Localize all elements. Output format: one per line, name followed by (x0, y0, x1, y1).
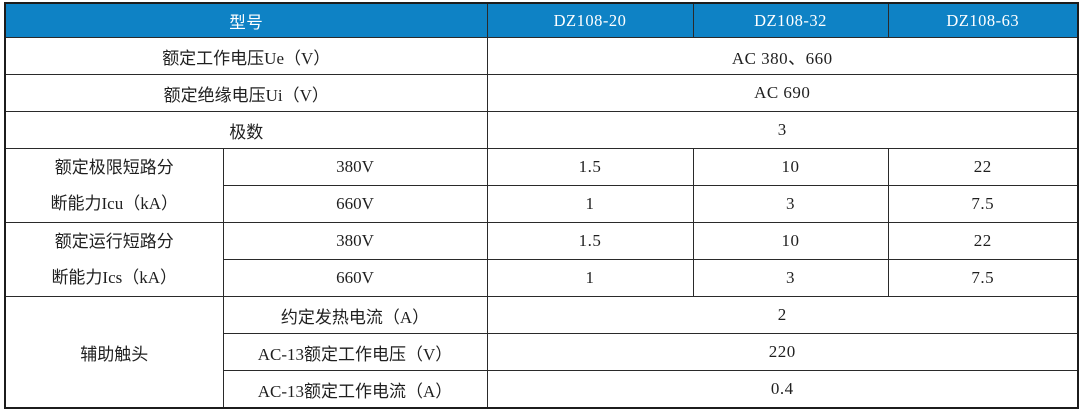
row-ics-380v: 额定运行短路分 断能力Ics（kA） 380V 1.5 10 22 (4, 222, 1079, 297)
icu-660-dz108-63: 7.5 (887, 185, 1079, 223)
voltage-label: 660V (222, 185, 488, 223)
header-model-dz108-63: DZ108-63 (887, 2, 1079, 38)
row-aux-ac13-current: AC-13额定工作电流（A） 0.4 (5, 370, 1079, 409)
spec-table: 型号 DZ108-20 DZ108-32 DZ108-63 额定工作电压Ue（V… (4, 2, 1079, 409)
row-value: 3 (486, 111, 1079, 149)
voltage-label: 380V (222, 148, 488, 186)
header-model-dz108-20: DZ108-20 (486, 2, 694, 38)
row-label: 额定工作电压Ue（V） (4, 37, 488, 75)
row-icu-660v: 660V 1 3 7.5 (5, 185, 1079, 223)
icu-660-dz108-32: 3 (692, 185, 889, 223)
voltage-label: 380V (222, 222, 488, 260)
ics-660-dz108-32: 3 (692, 259, 889, 297)
row-value: AC 380、660 (486, 37, 1079, 75)
aux-row-value: 0.4 (486, 370, 1079, 409)
header-model-label: 型号 (4, 2, 488, 38)
ics-380-dz108-63: 22 (887, 222, 1079, 260)
icu-380-dz108-32: 10 (692, 148, 889, 186)
row-poles: 极数 3 (4, 111, 1079, 149)
row-rated-working-voltage: 额定工作电压Ue（V） AC 380、660 (4, 37, 1079, 75)
aux-row-value: 220 (486, 333, 1079, 371)
icu-380-dz108-63: 22 (887, 148, 1079, 186)
row-rated-insulation-voltage: 额定绝缘电压Ui（V） AC 690 (4, 74, 1079, 112)
icu-380-dz108-20: 1.5 (486, 148, 694, 186)
aux-row-label: AC-13额定工作电流（A） (222, 370, 488, 409)
row-aux-ac13-voltage: AC-13额定工作电压（V） 220 (5, 333, 1079, 371)
aux-group-label: 辅助触头 (4, 296, 224, 409)
ics-660-dz108-63: 7.5 (887, 259, 1079, 297)
row-ics-660v: 660V 1 3 7.5 (5, 259, 1079, 297)
row-icu-380v: 额定极限短路分 断能力Icu（kA） 380V 1.5 10 22 (4, 148, 1079, 223)
ics-660-dz108-20: 1 (486, 259, 694, 297)
aux-row-label: AC-13额定工作电压（V） (222, 333, 488, 371)
table-header-row: 型号 DZ108-20 DZ108-32 DZ108-63 (4, 2, 1079, 38)
ics-group-label: 额定运行短路分 断能力Ics（kA） (4, 222, 224, 297)
row-aux-thermal-current: 辅助触头 约定发热电流（A） 2 (4, 296, 1079, 409)
row-label: 极数 (4, 111, 488, 149)
ics-380-dz108-20: 1.5 (486, 222, 694, 260)
aux-row-label: 约定发热电流（A） (222, 296, 488, 334)
header-model-dz108-32: DZ108-32 (692, 2, 889, 38)
icu-660-dz108-20: 1 (486, 185, 694, 223)
ics-380-dz108-32: 10 (692, 222, 889, 260)
icu-group-label: 额定极限短路分 断能力Icu（kA） (4, 148, 224, 223)
row-label: 额定绝缘电压Ui（V） (4, 74, 488, 112)
aux-row-value: 2 (486, 296, 1079, 334)
row-value: AC 690 (486, 74, 1079, 112)
voltage-label: 660V (222, 259, 488, 297)
